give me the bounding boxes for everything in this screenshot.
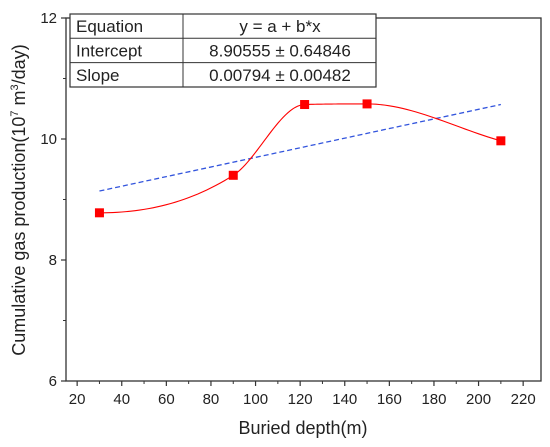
x-tick-label: 80 [203,391,220,408]
fit-table-intercept-value: 8.90555 ± 0.64846 [209,42,351,61]
data-point [228,170,238,180]
fit-table: Equation y = a + b*x Intercept 8.90555 ±… [69,13,377,88]
x-tick-label: 140 [332,391,357,408]
series-layer [94,99,506,218]
fit-table-intercept-label: Intercept [76,42,142,61]
x-tick-label: 200 [466,391,491,408]
y-axis-label-exponent-2: 3 [9,84,21,90]
y-tick-label: 8 [49,252,57,269]
y-axis-label-end: /day) [9,44,29,84]
x-tick-label: 120 [288,391,313,408]
y-axis-label-exponent-1: 7 [9,110,21,116]
fit-table-slope-value: 0.00794 ± 0.00482 [209,66,351,85]
y-axis-label-main: Cumulative gas production(10 [9,117,29,356]
y-axis-label-unit: m [9,90,29,110]
x-axis-label: Buried depth(m) [238,418,367,438]
x-axis-ticks: 20 40 60 80 100 120 140 160 180 200 220 [69,381,536,408]
x-tick-label: 20 [69,391,86,408]
fit-table-header-equation: y = a + b*x [239,17,321,36]
x-tick-label: 180 [421,391,446,408]
x-tick-label: 100 [243,391,268,408]
y-axis-ticks: 6 8 10 12 [40,10,66,390]
x-tick-label: 220 [511,391,536,408]
fit-table-header-label: Equation [76,17,143,36]
x-tick-label: 60 [158,391,175,408]
x-tick-label: 40 [113,391,130,408]
linear-fit-line [99,103,501,192]
data-point [496,136,506,146]
y-axis-label: Cumulative gas production(107 m3/day) [9,44,29,355]
fit-table-slope-label: Slope [76,66,119,85]
y-tick-label: 10 [40,131,57,148]
data-point [362,99,372,109]
y-tick-label: 6 [49,373,57,390]
data-point [94,208,104,218]
y-tick-label: 12 [40,10,57,27]
spline-curve [99,103,502,214]
x-tick-label: 160 [377,391,402,408]
data-point [300,100,310,110]
fit-table-border [69,13,377,88]
